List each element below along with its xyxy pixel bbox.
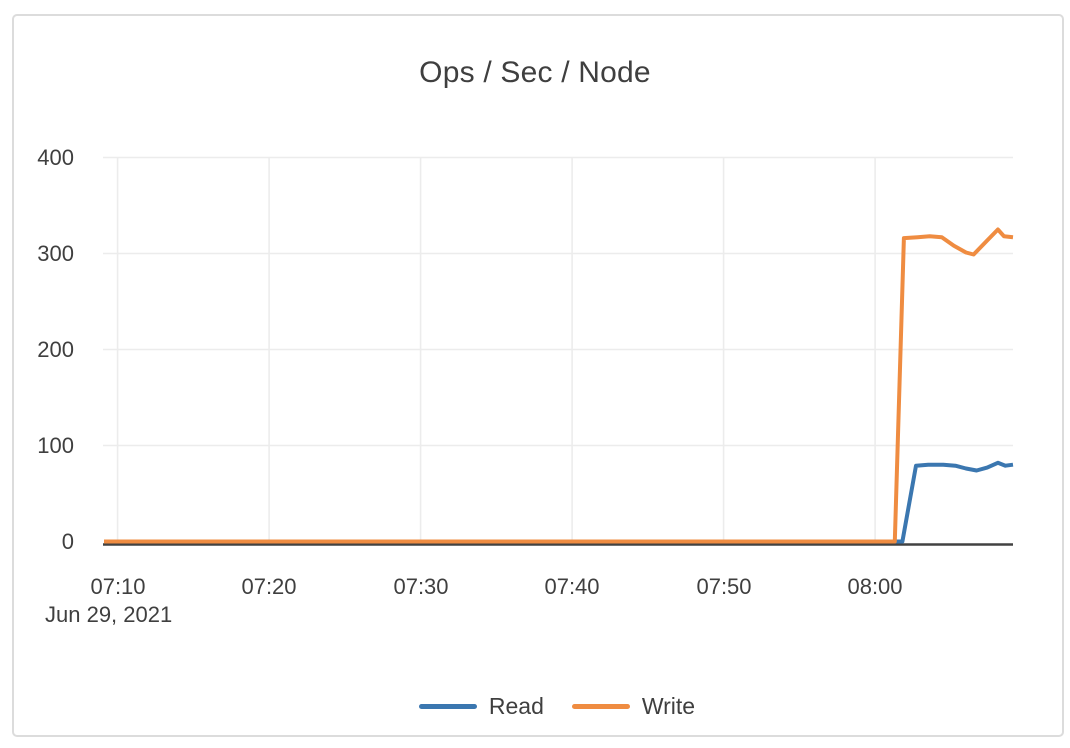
y-axis-tick-label: 100 [37,433,74,458]
y-axis-tick-label: 200 [37,337,74,362]
x-axis-tick-label: 07:50 [696,574,752,599]
series-line-write [104,227,1014,544]
legend-item-read[interactable]: Read [418,693,544,719]
chart-title: Ops / Sec / Node [419,56,651,89]
series-line-read [104,460,1014,544]
legend: Read Write [22,693,1070,719]
y-axis-tick-label: 400 [37,145,74,170]
x-axis-tick-label: 07:20 [241,574,297,599]
y-axis-tick-label: 300 [37,241,74,266]
x-axis-tick-label: 07:10 [90,574,146,599]
legend-label-write: Write [641,693,696,719]
legend-item-write[interactable]: Write [571,693,696,719]
x-axis-tick-label: 07:30 [393,574,449,599]
x-axis-date-label: Jun 29, 2021 [45,602,173,627]
x-axis-tick-label: 08:00 [847,574,903,599]
x-axis-tick-label: 07:40 [544,574,600,599]
write-line-swatch-icon [571,703,630,709]
legend-label-read: Read [488,693,544,719]
y-axis-tick-label: 0 [61,529,74,554]
chart-card [12,14,1064,737]
read-line-swatch-icon [418,703,477,709]
